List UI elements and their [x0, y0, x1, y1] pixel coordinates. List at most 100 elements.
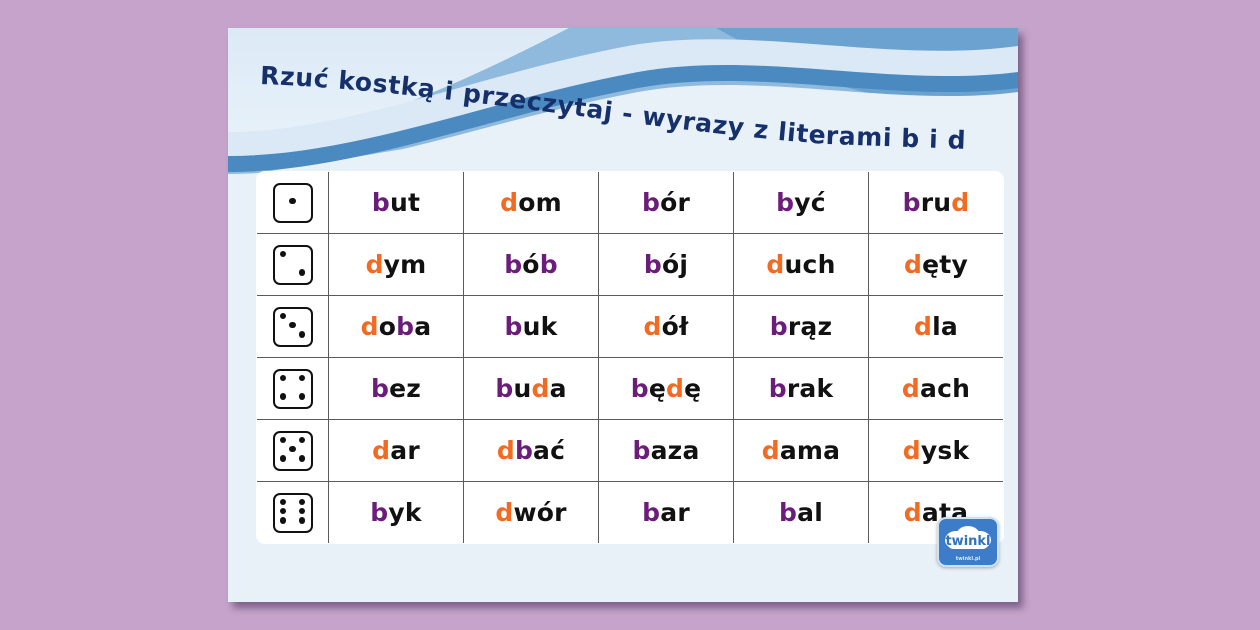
- highlighted-letter-b: b: [776, 188, 795, 217]
- word-cell[interactable]: brud: [868, 172, 1003, 234]
- word-cell[interactable]: but: [328, 172, 464, 234]
- highlighted-letter-b: b: [539, 250, 558, 279]
- word-cell[interactable]: bar: [598, 481, 734, 543]
- die-pip: [298, 517, 306, 524]
- die-pip: [298, 455, 306, 462]
- highlighted-letter-b: b: [514, 436, 534, 465]
- highlighted-letter-b: b: [768, 374, 787, 403]
- worksheet-card: Rzuć kostką i przeczytaj - wyrazy z lite…: [228, 28, 1018, 602]
- highlighted-letter-b: b: [632, 436, 651, 465]
- word-cell[interactable]: dbać: [463, 419, 599, 482]
- die-pip: [279, 507, 287, 515]
- header-banner: [228, 28, 1018, 178]
- die-pip: [289, 197, 296, 205]
- die-pip: [298, 393, 306, 400]
- word-cell[interactable]: buda: [463, 357, 599, 420]
- word-cell[interactable]: być: [733, 172, 869, 234]
- die-pip: [279, 455, 287, 462]
- word-table: but dom bór być brud dym bób bój duch dęty doba buk…: [256, 171, 1004, 544]
- highlighted-letter-d: d: [902, 436, 921, 465]
- table-row: bez buda będę brak dach: [257, 357, 1003, 420]
- dice-cell-4: [257, 357, 329, 420]
- highlighted-letter-b: b: [495, 374, 514, 403]
- word-cell[interactable]: byk: [328, 481, 464, 543]
- table-row: but dom bór być brud: [257, 172, 1003, 234]
- word-cell[interactable]: dwór: [463, 481, 599, 543]
- word-cell[interactable]: buk: [463, 295, 599, 358]
- highlighted-letter-d: d: [914, 312, 933, 341]
- highlighted-letter-d: d: [666, 374, 685, 403]
- word-cell[interactable]: dama: [733, 419, 869, 482]
- die-face-2: [272, 244, 313, 285]
- highlighted-letter-b: b: [504, 312, 523, 341]
- highlighted-letter-d: d: [903, 498, 922, 527]
- header-wave-graphic: [228, 28, 1018, 178]
- highlighted-letter-b: b: [396, 312, 415, 341]
- word-cell[interactable]: brak: [733, 357, 869, 420]
- word-cell[interactable]: baza: [598, 419, 734, 482]
- die-pip: [279, 517, 287, 524]
- die-face-6: [272, 492, 313, 533]
- word-cell[interactable]: bez: [328, 357, 464, 420]
- highlighted-letter-d: d: [761, 436, 780, 465]
- word-cell[interactable]: dęty: [868, 233, 1003, 296]
- word-cell[interactable]: doba: [328, 295, 464, 358]
- dice-cell-5: [257, 419, 329, 482]
- die-pip: [279, 393, 287, 400]
- twinkl-cloud-icon: twinkl twinkl.pl: [945, 526, 991, 562]
- word-cell[interactable]: dach: [868, 357, 1003, 420]
- die-pip: [289, 445, 296, 453]
- highlighted-letter-d: d: [495, 498, 514, 527]
- word-cell[interactable]: bal: [733, 481, 869, 543]
- word-cell[interactable]: dar: [328, 419, 464, 482]
- word-table-container: but dom bór być brud dym bób bój duch dęty doba buk…: [256, 171, 1004, 544]
- word-cell[interactable]: dom: [463, 172, 599, 234]
- highlighted-letter-d: d: [365, 250, 384, 279]
- highlighted-letter-d: d: [360, 312, 379, 341]
- die-pip: [279, 498, 287, 505]
- word-cell[interactable]: bój: [598, 233, 734, 296]
- die-pip: [279, 250, 287, 257]
- highlighted-letter-d: d: [500, 188, 519, 217]
- highlighted-letter-b: b: [902, 188, 921, 217]
- highlighted-letter-d: d: [904, 250, 923, 279]
- word-cell[interactable]: dla: [868, 295, 1003, 358]
- dice-cell-2: [257, 233, 329, 296]
- dice-cell-3: [257, 295, 329, 358]
- word-cell[interactable]: dysk: [868, 419, 1003, 482]
- die-pip: [289, 321, 296, 329]
- highlighted-letter-d: d: [372, 436, 391, 465]
- table-row: dar dbać baza dama dysk: [257, 419, 1003, 482]
- die-pip: [279, 436, 287, 443]
- die-pip: [298, 507, 306, 515]
- highlighted-letter-b: b: [643, 250, 662, 279]
- die-face-3: [272, 306, 313, 347]
- word-cell[interactable]: brąz: [733, 295, 869, 358]
- die-face-4: [272, 368, 313, 409]
- table-row: doba buk dół brąz dla: [257, 295, 1003, 358]
- highlighted-letter-b: b: [769, 312, 788, 341]
- twinkl-wordmark: twinkl: [945, 534, 990, 549]
- dice-cell-6: [257, 481, 329, 543]
- die-pip: [298, 331, 306, 338]
- word-cell[interactable]: dół: [598, 295, 734, 358]
- word-cell[interactable]: duch: [733, 233, 869, 296]
- highlighted-letter-d: d: [643, 312, 662, 341]
- highlighted-letter-b: b: [370, 498, 389, 527]
- die-face-1: [272, 182, 313, 223]
- highlighted-letter-b: b: [371, 188, 390, 217]
- twinkl-logo[interactable]: twinkl twinkl.pl: [937, 517, 999, 567]
- word-cell[interactable]: dym: [328, 233, 464, 296]
- highlighted-letter-d: d: [496, 436, 515, 465]
- die-pip: [298, 269, 306, 276]
- twinkl-url: twinkl.pl: [956, 556, 981, 562]
- word-cell[interactable]: będę: [598, 357, 734, 420]
- highlighted-letter-b: b: [642, 498, 661, 527]
- highlighted-letter-b: b: [641, 188, 661, 217]
- word-cell[interactable]: bób: [463, 233, 599, 296]
- word-cell[interactable]: bór: [598, 172, 734, 234]
- table-row: byk dwór bar bal data: [257, 481, 1003, 543]
- die-pip: [279, 374, 287, 381]
- highlighted-letter-d: d: [766, 250, 785, 279]
